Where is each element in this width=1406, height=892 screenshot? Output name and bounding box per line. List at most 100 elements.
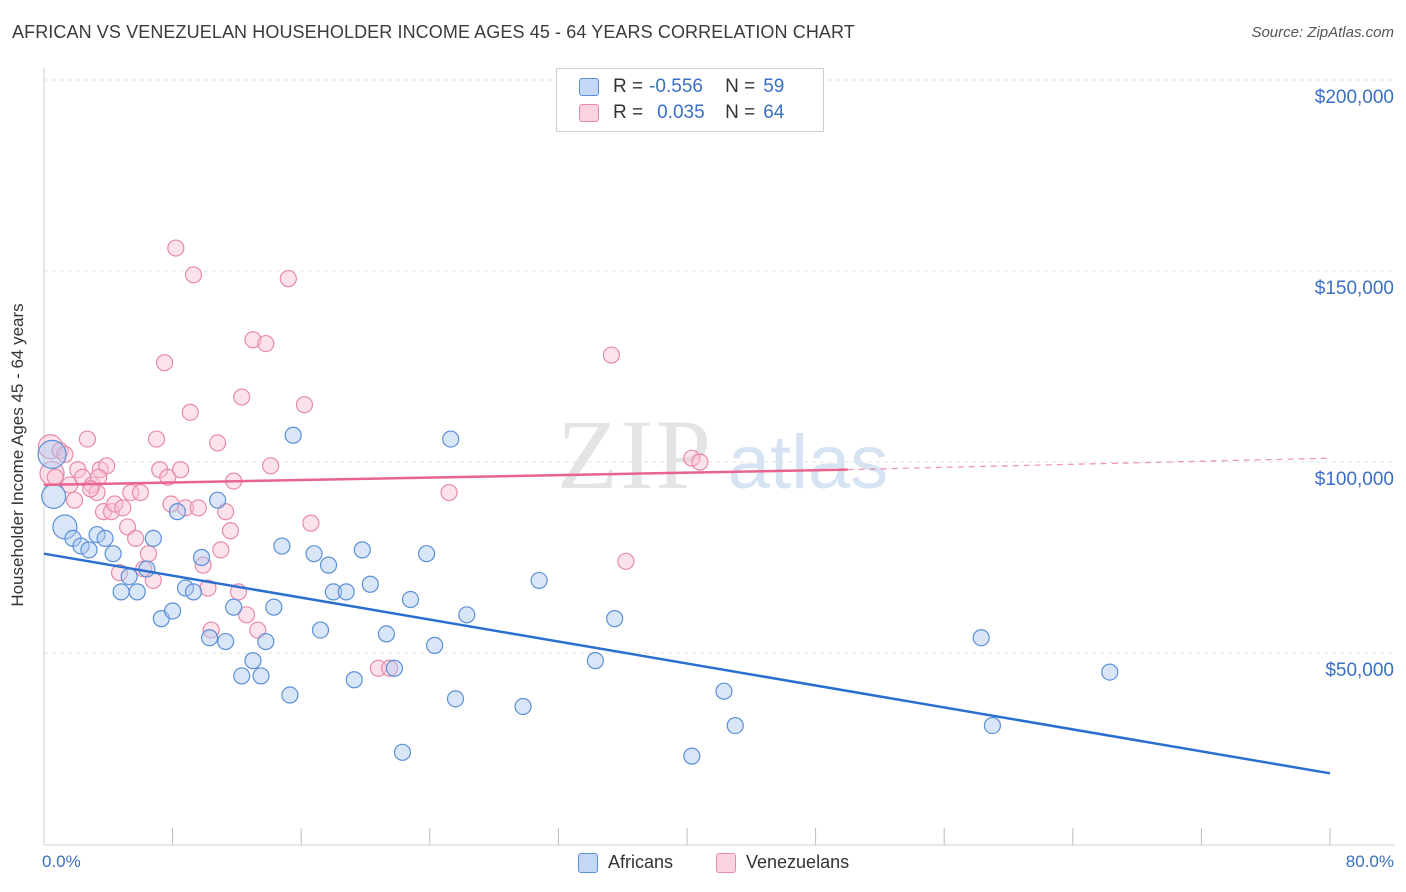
y-tick-150k: $150,000 bbox=[1314, 278, 1394, 299]
venezuelan-point bbox=[683, 449, 701, 467]
african-swatch bbox=[579, 78, 599, 96]
bottom-legend-venezuelans: Venezuelans bbox=[716, 852, 849, 873]
grid-lines bbox=[44, 79, 1395, 654]
venezuelan-point bbox=[127, 529, 145, 548]
source-label: Source: ZipAtlas.com bbox=[1251, 24, 1394, 41]
venezuelan-point bbox=[244, 331, 262, 349]
venezuelan-point bbox=[302, 514, 320, 532]
african-point bbox=[458, 606, 476, 624]
venezuelan-point bbox=[139, 545, 158, 563]
african-point bbox=[200, 629, 219, 647]
african-point bbox=[168, 503, 187, 521]
venezuelan-point bbox=[131, 483, 150, 502]
venezuelan-point bbox=[172, 461, 190, 479]
african-point bbox=[385, 659, 404, 677]
venezuelan-point bbox=[167, 239, 185, 257]
legend-row-venezuelans: R = 0.035 N = 64 bbox=[579, 100, 784, 126]
venezuelan-trend-line bbox=[43, 468, 848, 487]
african-point bbox=[319, 556, 338, 574]
african-point bbox=[442, 430, 460, 448]
african-point bbox=[305, 545, 323, 563]
african-point bbox=[37, 439, 67, 469]
venezuelan-point bbox=[155, 354, 174, 372]
legend-r-label: R = bbox=[613, 102, 644, 123]
african-legend-label: Africans bbox=[608, 852, 674, 872]
african-point bbox=[88, 525, 106, 544]
chart-title: AFRICAN VS VENEZUELAN HOUSEHOLDER INCOME… bbox=[12, 22, 855, 42]
african-points bbox=[37, 426, 1119, 765]
african-point bbox=[233, 667, 251, 685]
african-point bbox=[530, 571, 548, 590]
african-point bbox=[337, 583, 355, 601]
african-point bbox=[361, 575, 379, 593]
african-point bbox=[252, 667, 270, 685]
african-point bbox=[96, 529, 114, 548]
venezuelan-points bbox=[37, 239, 709, 677]
trend-lines bbox=[43, 457, 1331, 775]
venezuelan-trend-extension bbox=[847, 457, 1331, 471]
x-tick-min: 0.0% bbox=[42, 852, 81, 871]
african-point bbox=[144, 529, 162, 548]
legend-row-africans: R = -0.556 N = 59 bbox=[579, 74, 784, 100]
watermark: ZIP atlas bbox=[557, 399, 888, 510]
venezuelan-legend-swatch bbox=[716, 852, 736, 873]
venezuelan-point bbox=[176, 499, 195, 517]
african-point bbox=[324, 583, 342, 601]
african-point bbox=[176, 579, 195, 597]
venezuelan-point bbox=[279, 270, 297, 288]
legend-r-label: R = bbox=[613, 76, 644, 97]
african-point bbox=[345, 671, 363, 689]
african-point bbox=[311, 621, 330, 639]
african-point bbox=[244, 652, 262, 670]
african-point bbox=[184, 583, 203, 601]
venezuelan-point bbox=[617, 552, 635, 570]
y-axis-label-wrap: Householder Income Ages 45 - 64 years bbox=[8, 303, 38, 606]
bottom-legend-africans: Africans bbox=[578, 852, 673, 873]
legend-n-label: N = bbox=[725, 76, 756, 97]
venezuelan-point bbox=[147, 430, 166, 448]
african-point bbox=[715, 682, 733, 700]
african-point bbox=[164, 602, 182, 620]
legend-n-label: N = bbox=[725, 102, 756, 123]
venezuelan-point bbox=[106, 495, 124, 513]
venezuelan-point bbox=[181, 403, 199, 421]
venezuelan-point bbox=[257, 334, 275, 353]
axes bbox=[43, 68, 1395, 846]
y-tick-100k: $100,000 bbox=[1314, 469, 1394, 490]
venezuelan-point bbox=[184, 266, 203, 284]
venezuelan-point bbox=[78, 430, 97, 448]
venezuelan-point bbox=[189, 499, 207, 517]
african-point bbox=[972, 629, 990, 647]
venezuelan-point bbox=[295, 396, 314, 414]
african-point bbox=[401, 590, 420, 609]
venezuelan-point bbox=[122, 483, 140, 502]
african-point bbox=[417, 545, 436, 563]
venezuelan-point bbox=[56, 445, 74, 463]
african-point bbox=[446, 690, 465, 708]
african-point bbox=[683, 747, 701, 765]
venezuelan-swatch bbox=[579, 104, 599, 122]
african-point bbox=[377, 625, 395, 643]
african-point bbox=[120, 567, 138, 586]
y-tick-50k: $50,000 bbox=[1325, 660, 1394, 681]
y-axis-label: Householder Income Ages 45 - 64 years bbox=[8, 303, 27, 607]
venezuelan-point bbox=[212, 541, 230, 559]
venezuelan-point bbox=[46, 468, 64, 486]
african-point bbox=[284, 426, 302, 444]
african-legend-swatch bbox=[578, 852, 598, 873]
african-point bbox=[128, 583, 146, 601]
african-point bbox=[426, 636, 444, 654]
venezuelan-point bbox=[602, 346, 621, 364]
y-tick-200k: $200,000 bbox=[1314, 87, 1394, 108]
african-point bbox=[257, 632, 275, 651]
african-point bbox=[514, 697, 532, 716]
african-point bbox=[265, 598, 283, 616]
venezuelan-legend-label: Venezuelans bbox=[746, 852, 850, 872]
legend-n-value: 64 bbox=[763, 102, 785, 123]
venezuelan-point bbox=[221, 522, 240, 540]
venezuelan-point bbox=[691, 453, 709, 471]
african-point bbox=[353, 541, 371, 559]
venezuelan-point bbox=[440, 483, 458, 502]
african-point bbox=[606, 610, 624, 628]
